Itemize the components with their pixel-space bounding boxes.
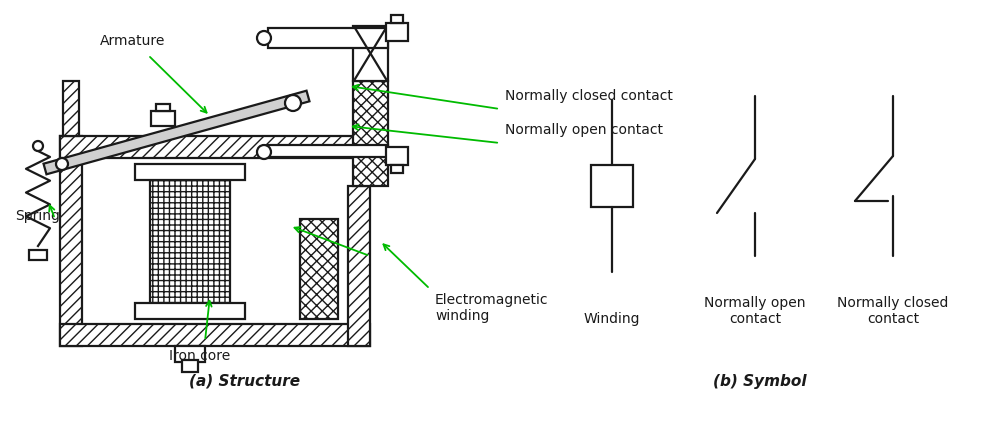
Bar	[300, 219, 338, 319]
Text: Iron core: Iron core	[169, 349, 231, 363]
Bar	[156, 104, 170, 111]
Bar	[591, 165, 633, 207]
Bar	[29, 250, 47, 260]
Bar	[135, 303, 245, 319]
Bar	[60, 136, 82, 346]
Text: Normally closed
contact: Normally closed contact	[837, 296, 949, 326]
Text: Normally open
contact: Normally open contact	[704, 296, 806, 326]
Bar	[63, 81, 79, 136]
Bar	[386, 147, 408, 165]
Bar	[391, 165, 403, 173]
Text: Winding: Winding	[584, 312, 640, 326]
Text: (b) Symbol: (b) Symbol	[713, 374, 807, 389]
Bar	[60, 324, 370, 346]
Bar	[391, 15, 403, 23]
Circle shape	[56, 158, 68, 170]
Bar	[268, 28, 388, 48]
Bar	[268, 145, 388, 157]
Bar	[151, 111, 175, 126]
Text: Armature: Armature	[100, 34, 165, 48]
Text: Normally open contact: Normally open contact	[505, 123, 663, 137]
Circle shape	[257, 145, 271, 159]
Bar	[150, 180, 230, 303]
Bar	[353, 81, 388, 186]
Text: Electromagnetic
winding: Electromagnetic winding	[435, 293, 548, 323]
Polygon shape	[44, 91, 309, 174]
Bar	[182, 360, 198, 372]
Bar	[348, 186, 370, 346]
Bar	[386, 23, 408, 41]
Bar	[353, 26, 388, 81]
Bar	[135, 164, 245, 180]
Text: (a) Structure: (a) Structure	[189, 374, 301, 389]
Text: Normally closed contact: Normally closed contact	[505, 89, 673, 103]
Text: Spring: Spring	[15, 209, 60, 223]
Circle shape	[285, 95, 301, 111]
Circle shape	[257, 31, 271, 45]
Bar	[60, 136, 370, 158]
Bar	[175, 346, 205, 362]
Circle shape	[33, 141, 43, 151]
